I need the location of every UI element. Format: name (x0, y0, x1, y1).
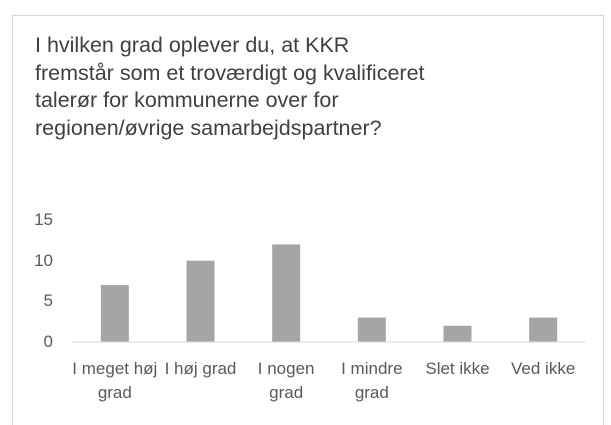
y-tick-label: 0 (43, 332, 53, 351)
y-tick-label: 15 (34, 210, 53, 229)
y-tick-label: 5 (43, 291, 53, 311)
x-tick-label: Slet ikke (425, 359, 490, 378)
bar (357, 317, 386, 342)
x-tick-label: I mindre grad (341, 359, 403, 402)
bar (186, 260, 215, 342)
chart-title: I hvilken grad oplever du, at KKR fremst… (35, 33, 425, 140)
x-tick-label: Ved ikke (511, 359, 576, 378)
y-tick-label: 10 (34, 250, 53, 270)
x-tick-label: I nogen grad (257, 359, 315, 402)
chart-frame (12, 15, 604, 425)
bar (272, 244, 301, 342)
x-tick-label: I høj grad (164, 359, 237, 378)
bar (529, 317, 558, 342)
bar (100, 285, 129, 342)
x-tick-label: I meget høj grad (72, 359, 158, 402)
bar (443, 325, 472, 342)
